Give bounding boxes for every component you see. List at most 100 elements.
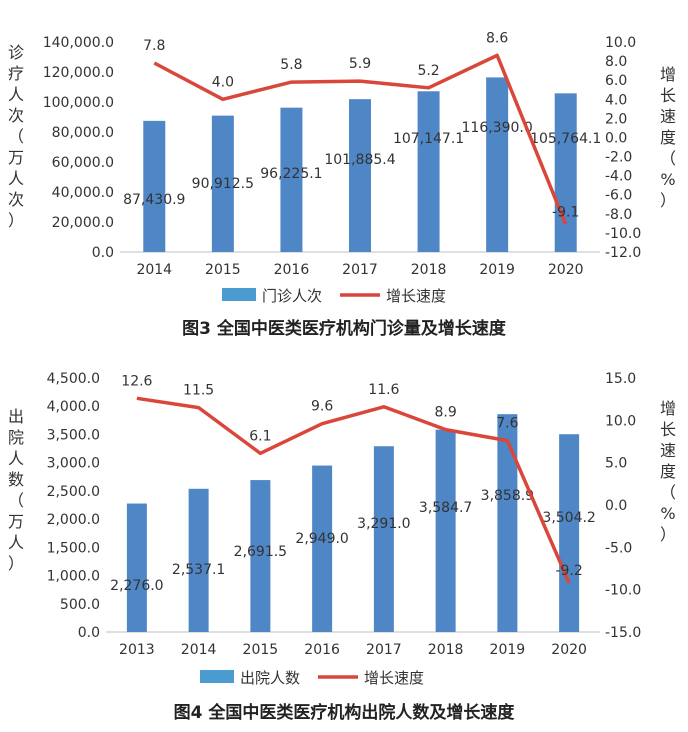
x-tick-label: 2020 bbox=[548, 262, 584, 278]
y-axis-title-char: 万 bbox=[8, 512, 24, 531]
y2-axis-title-char: 度 bbox=[660, 462, 676, 481]
bar-2014 bbox=[143, 120, 166, 252]
y2-axis-title-char: 长 bbox=[660, 420, 676, 439]
y2-axis-title-char: ） bbox=[660, 525, 676, 544]
x-tick-label: 2015 bbox=[243, 642, 279, 658]
bar-data-label: 3,291.0 bbox=[357, 516, 410, 532]
y2-axis-title-char: （ bbox=[660, 149, 676, 168]
y-axis-title-char: 人 bbox=[8, 533, 24, 552]
x-tick-label: 2019 bbox=[490, 642, 526, 658]
y2-tick-label: 10.0 bbox=[605, 35, 636, 51]
growth-rate-line bbox=[136, 396, 571, 584]
line-data-label: 7.8 bbox=[143, 38, 165, 54]
y-axis-title-char: （ bbox=[8, 491, 24, 510]
bar-2017 bbox=[349, 99, 371, 252]
y2-axis-title-char: 速 bbox=[660, 441, 676, 460]
bar-data-label: 105,764.1 bbox=[530, 131, 601, 147]
y-tick-label: 20,000.0 bbox=[52, 215, 114, 231]
y-axis-title-char: 诊 bbox=[8, 43, 24, 62]
bar-2015 bbox=[211, 115, 234, 252]
y2-axis-title-char: 增 bbox=[660, 399, 676, 418]
line-data-label: -9.1 bbox=[552, 204, 579, 220]
y-axis-title-char: 人 bbox=[8, 169, 24, 188]
y-axis-title-char: 人 bbox=[8, 85, 24, 104]
y-axis-title-char: ） bbox=[8, 554, 24, 573]
y2-tick-label: -5.0 bbox=[605, 540, 632, 556]
legend-line-label: 增长速度 bbox=[386, 287, 446, 305]
x-tick-label: 2017 bbox=[366, 642, 402, 658]
bar-data-label: 2,276.0 bbox=[110, 578, 163, 594]
bar-data-label: 2,691.5 bbox=[234, 544, 287, 560]
line-data-label: 4.0 bbox=[212, 74, 234, 90]
bar-2017 bbox=[373, 446, 394, 632]
line-data-label: 5.8 bbox=[280, 57, 302, 73]
legend-line-label: 增长速度 bbox=[364, 669, 424, 687]
y-axis-title-char: （ bbox=[8, 127, 24, 146]
bar-2018 bbox=[435, 429, 456, 632]
line-data-label: 6.1 bbox=[249, 428, 271, 444]
bar-2020 bbox=[554, 93, 577, 252]
y-tick-label: 100,000.0 bbox=[43, 95, 114, 111]
y-tick-label: 1,500.0 bbox=[47, 540, 100, 556]
y2-tick-label: 0.0 bbox=[605, 130, 627, 146]
bar-2013 bbox=[126, 503, 147, 632]
x-tick-label: 2013 bbox=[119, 642, 155, 658]
chart-outpatient-visits: 0.0 20,000.0 40,000.0 60,000.0 80,000.0 100,0… bbox=[8, 30, 676, 305]
y-tick-label: 3,500.0 bbox=[47, 427, 100, 443]
legend-bar-label: 出院人数 bbox=[240, 669, 300, 687]
line-data-label: 12.6 bbox=[121, 373, 152, 389]
y2-tick-label: 2.0 bbox=[605, 111, 627, 127]
y2-axis-title-char: （ bbox=[660, 483, 676, 502]
x-tick-label: 2018 bbox=[428, 642, 464, 658]
y2-axis-title-char: ） bbox=[660, 191, 676, 210]
x-tick-label: 2014 bbox=[181, 642, 217, 658]
y-tick-label: 2,000.0 bbox=[47, 512, 100, 528]
line-data-label: 9.6 bbox=[311, 399, 333, 415]
y-axis-title-char: 万 bbox=[8, 148, 24, 167]
bar-data-label: 2,949.0 bbox=[295, 531, 348, 547]
bar-data-label: 107,147.1 bbox=[393, 131, 464, 147]
x-tick-label: 2015 bbox=[205, 262, 241, 278]
y2-axis-title-char: 增 bbox=[660, 65, 676, 84]
y2-axis-title-char: 长 bbox=[660, 86, 676, 105]
y-tick-label: 500.0 bbox=[60, 597, 100, 613]
y-axis-title-char: 次 bbox=[8, 190, 24, 209]
y-tick-label: 120,000.0 bbox=[43, 65, 114, 81]
y-tick-label: 1,000.0 bbox=[47, 569, 100, 585]
y-tick-label: 4,000.0 bbox=[47, 399, 100, 415]
y2-axis-title-char: % bbox=[660, 504, 675, 523]
bar-data-label: 96,225.1 bbox=[260, 166, 322, 182]
line-data-label: 5.9 bbox=[349, 56, 371, 72]
chart-discharged-patients: 0.0 500.0 1,000.0 1,500.0 2,000.0 2,500.0 3,00… bbox=[8, 371, 676, 687]
bar-data-label: 116,390.0 bbox=[462, 120, 533, 136]
x-tick-label: 2018 bbox=[411, 262, 447, 278]
bar-2019 bbox=[486, 77, 509, 252]
chart-1-caption: 图3 全国中医类医疗机构门诊量及增长速度 bbox=[182, 319, 506, 339]
y2-axis-title-char: 速 bbox=[660, 107, 676, 126]
y-tick-label: 140,000.0 bbox=[43, 35, 114, 51]
x-tick-label: 2014 bbox=[136, 262, 172, 278]
y2-tick-label: 4.0 bbox=[605, 92, 627, 108]
y2-tick-label: 15.0 bbox=[605, 371, 636, 387]
y-tick-label: 0.0 bbox=[92, 245, 114, 261]
y-tick-label: 2,500.0 bbox=[47, 484, 100, 500]
y2-tick-label: 10.0 bbox=[605, 413, 636, 429]
y2-tick-label: 5.0 bbox=[605, 456, 627, 472]
bar-2019 bbox=[497, 414, 518, 632]
y-axis-title-char: 院 bbox=[8, 428, 24, 447]
y-axis-title-char: 人 bbox=[8, 449, 24, 468]
bar-2020 bbox=[559, 434, 580, 632]
y2-tick-label: -10.0 bbox=[605, 226, 641, 242]
y-tick-label: 0.0 bbox=[78, 625, 100, 641]
y-axis-title-char: 数 bbox=[8, 470, 24, 489]
x-tick-label: 2016 bbox=[304, 642, 340, 658]
bar-data-label: 3,584.7 bbox=[419, 500, 472, 516]
bar-data-label: 3,858.9 bbox=[481, 488, 534, 504]
y-tick-label: 60,000.0 bbox=[52, 155, 114, 171]
y-tick-label: 80,000.0 bbox=[52, 125, 114, 141]
legend-bar-swatch bbox=[222, 288, 256, 301]
line-data-label: 8.6 bbox=[486, 30, 508, 46]
bar-data-label: 87,430.9 bbox=[123, 192, 185, 208]
y2-axis-title-char: % bbox=[660, 170, 675, 189]
chart-2-caption: 图4 全国中医类医疗机构出院人数及增长速度 bbox=[173, 703, 515, 723]
